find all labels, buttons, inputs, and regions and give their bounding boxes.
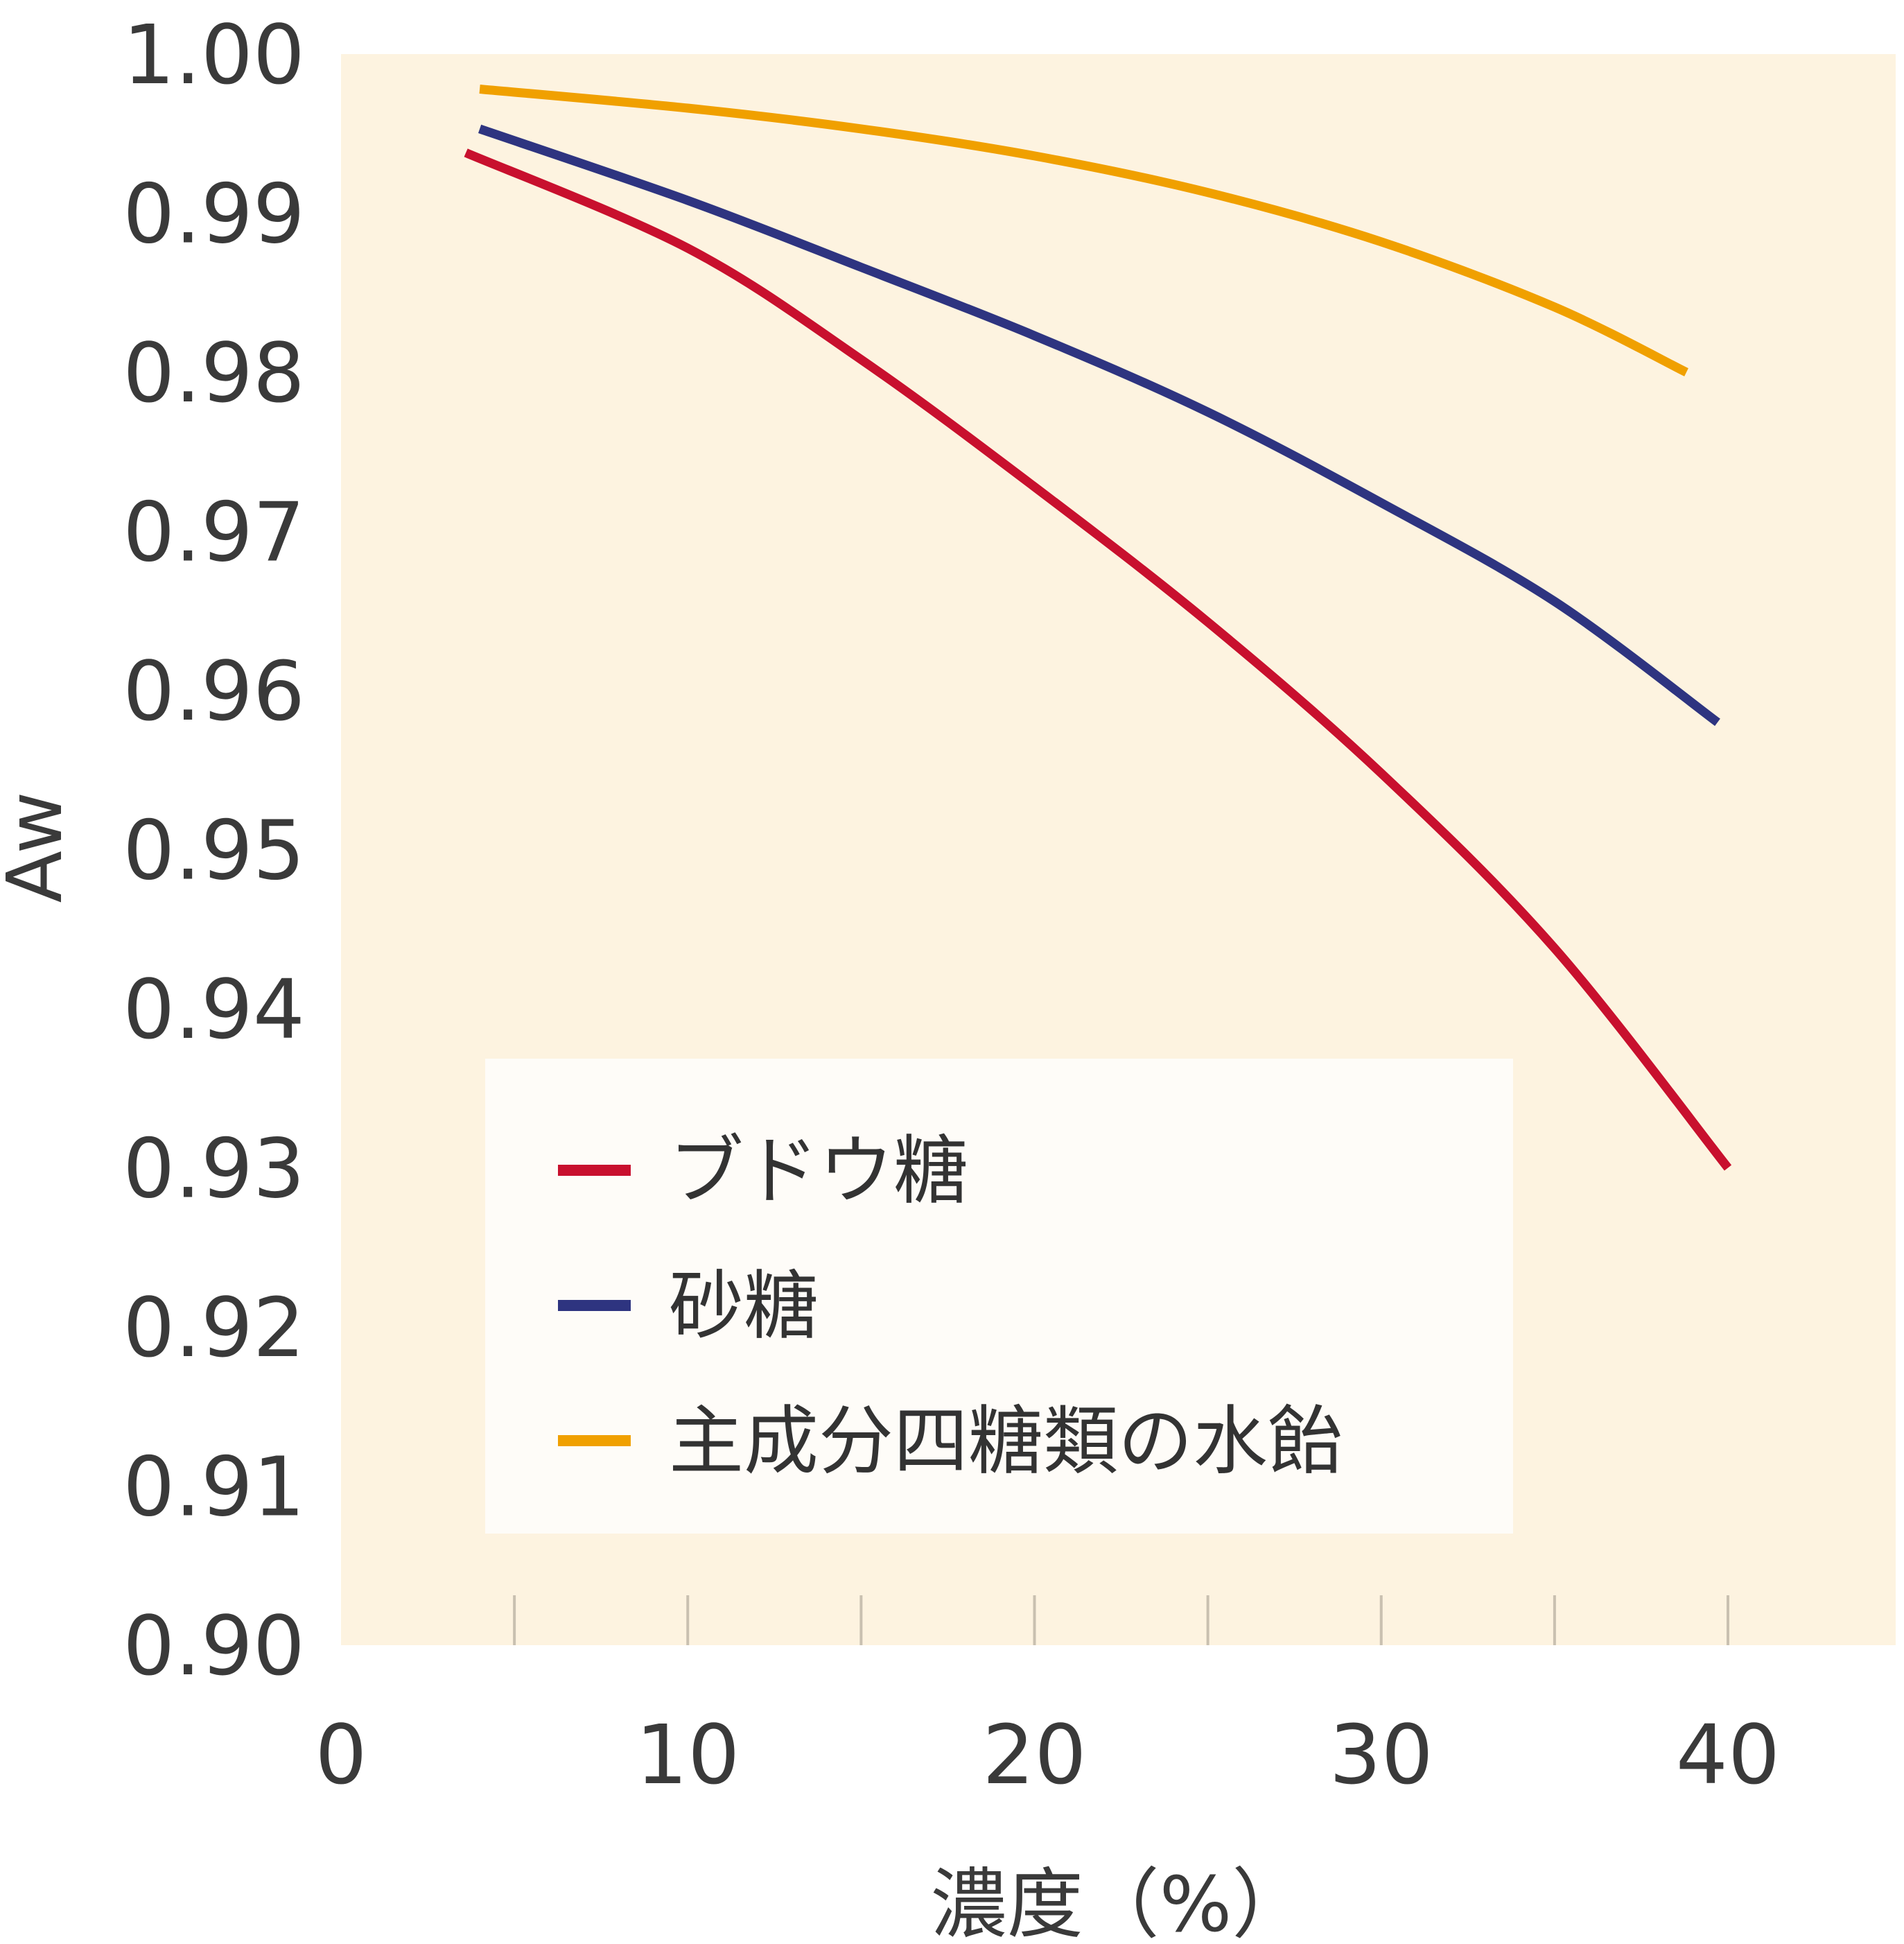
legend-label-2: 主成分四糖類の水飴 xyxy=(669,1398,1343,1485)
y-tick-label-9: 0.99 xyxy=(123,166,305,262)
x-tick-label-2: 20 xyxy=(982,1707,1086,1803)
series-line-2 xyxy=(479,85,1688,376)
y-axis-tick-labels: 0.90 0.91 0.92 0.93 0.94 0.95 0.96 0.97 0.98 0.99… xyxy=(123,7,305,1694)
series-lines xyxy=(464,85,1732,1171)
x-tick-label-1: 10 xyxy=(636,1707,740,1803)
x-tick-label-4: 40 xyxy=(1676,1707,1780,1803)
y-axis-label: Aw xyxy=(0,792,79,903)
y-tick-label-1: 0.91 xyxy=(123,1439,305,1535)
x-axis-ticks xyxy=(513,1595,1729,1645)
y-tick-label-3: 0.93 xyxy=(123,1121,305,1217)
x-tick-label-0: 0 xyxy=(315,1707,367,1803)
y-tick-label-0: 0.90 xyxy=(123,1598,305,1694)
legend-background xyxy=(485,1059,1513,1534)
y-tick-label-7: 0.97 xyxy=(123,485,305,580)
legend-label-1: 砂糖 xyxy=(669,1263,819,1350)
y-tick-label-10: 1.00 xyxy=(123,7,305,103)
y-tick-label-4: 0.94 xyxy=(123,962,305,1057)
y-tick-label-6: 0.96 xyxy=(123,643,305,739)
y-tick-label-8: 0.98 xyxy=(123,325,305,421)
x-axis-label: 濃度（%） xyxy=(931,1860,1309,1941)
x-tick-label-3: 30 xyxy=(1329,1707,1433,1803)
series-line-0 xyxy=(464,148,1732,1171)
y-tick-label-2: 0.92 xyxy=(123,1280,305,1375)
series-line-1 xyxy=(478,124,1720,727)
x-axis-tick-labels: 0 10 20 30 40 xyxy=(315,1707,1780,1803)
y-tick-label-5: 0.95 xyxy=(123,803,305,899)
legend-label-0: ブドウ糖 xyxy=(669,1128,968,1215)
